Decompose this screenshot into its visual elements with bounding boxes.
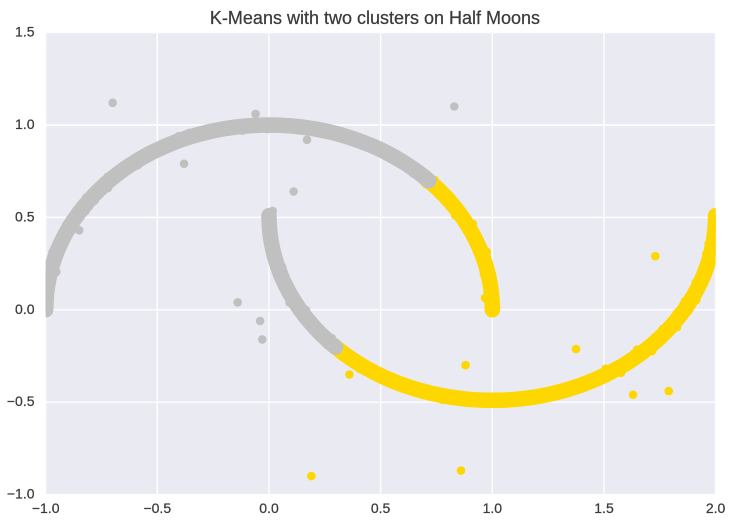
svg-text:−1.0: −1.0	[32, 500, 60, 516]
svg-text:−1.0: −1.0	[7, 486, 35, 502]
svg-text:1.5: 1.5	[15, 24, 35, 40]
svg-text:1.5: 1.5	[594, 500, 614, 516]
svg-text:−0.5: −0.5	[143, 500, 171, 516]
svg-text:1.0: 1.0	[483, 500, 503, 516]
svg-text:1.0: 1.0	[15, 116, 35, 132]
svg-text:0.5: 0.5	[371, 500, 391, 516]
svg-text:0.5: 0.5	[15, 208, 35, 224]
svg-text:2.0: 2.0	[706, 500, 726, 516]
svg-text:0.0: 0.0	[15, 301, 35, 317]
svg-text:K-Means with two clusters on H: K-Means with two clusters on Half Moons	[210, 8, 540, 28]
svg-text:0.0: 0.0	[259, 500, 279, 516]
svg-text:−0.5: −0.5	[7, 393, 35, 409]
